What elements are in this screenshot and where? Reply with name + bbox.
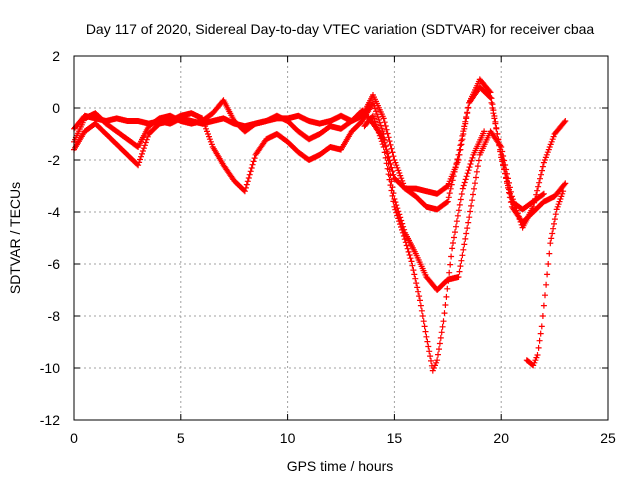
chart-title: Day 117 of 2020, Sidereal Day-to-day VTE… (86, 21, 595, 37)
plot-frame (73, 55, 609, 421)
x-axis-ticks: 0 5 10 15 20 25 (70, 56, 616, 446)
y-axis-label: SDTVAR / TECUs (7, 182, 23, 294)
series-track-4 (361, 112, 488, 374)
x-tick-label: 15 (387, 430, 403, 446)
series-track-5 (523, 188, 567, 369)
y-tick-label: 2 (52, 48, 60, 64)
x-tick-label: 0 (70, 430, 78, 446)
point-markers (523, 188, 567, 369)
grid-lines (74, 56, 608, 420)
point-markers (361, 112, 488, 374)
y-tick-label: -4 (48, 204, 61, 220)
y-axis-ticks: -12 -10 -8 -6 -4 -2 0 2 (40, 48, 608, 428)
y-tick-label: -2 (48, 152, 61, 168)
x-axis-label: GPS time / hours (287, 458, 394, 474)
y-tick-label: -10 (40, 360, 60, 376)
x-tick-label: 20 (493, 430, 509, 446)
x-tick-label: 5 (177, 430, 185, 446)
y-tick-label: -8 (48, 308, 61, 324)
x-tick-label: 25 (600, 430, 616, 446)
y-tick-label: -12 (40, 412, 60, 428)
x-tick-label: 10 (280, 430, 296, 446)
y-tick-label: -6 (48, 256, 61, 272)
y-tick-label: 0 (52, 100, 60, 116)
